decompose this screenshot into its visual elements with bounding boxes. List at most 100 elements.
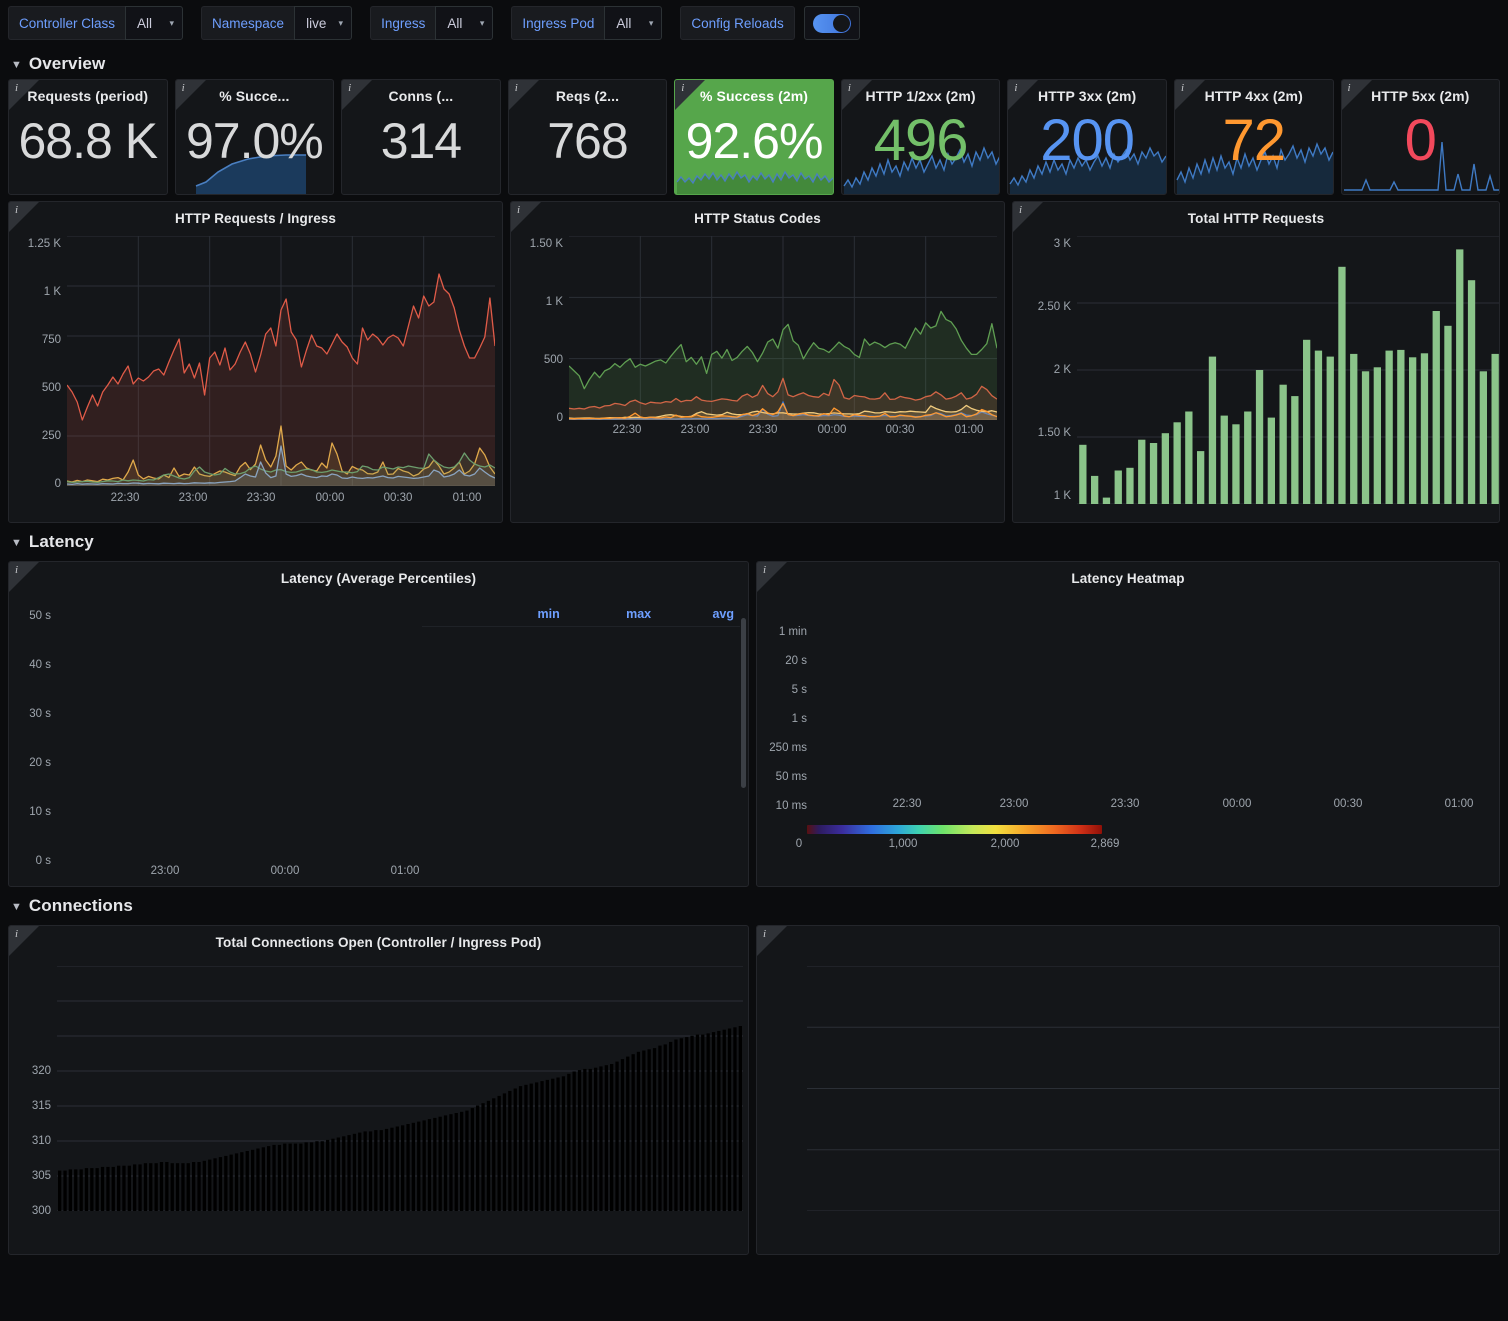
legend-col-swatch bbox=[422, 606, 452, 627]
stat-title: HTTP 5xx (2m) bbox=[1371, 88, 1470, 104]
legend-col-max[interactable]: max bbox=[626, 607, 652, 621]
info-icon[interactable]: i bbox=[15, 928, 19, 940]
section-header-overview[interactable]: ▼ Overview bbox=[0, 48, 1508, 79]
panel-http-requests-ingress[interactable]: i HTTP Requests / Ingress 1.25 K 1 K 750… bbox=[8, 201, 503, 523]
y-tick: 250 ms bbox=[769, 742, 807, 754]
variable-value-controller-class[interactable]: All ▾ bbox=[125, 6, 184, 40]
y-tick: 0 s bbox=[35, 855, 51, 867]
info-icon[interactable]: i bbox=[763, 564, 767, 576]
info-icon[interactable]: i bbox=[1180, 82, 1184, 94]
heatmap-color-scale bbox=[807, 825, 1102, 834]
variable-text-namespace: live bbox=[306, 15, 327, 31]
variable-controller-class[interactable]: Controller Class All ▾ bbox=[8, 6, 184, 40]
section-header-connections[interactable]: ▼ Connections bbox=[0, 887, 1508, 921]
line-chart-http-requests bbox=[67, 236, 495, 486]
stat-panel-conns[interactable]: i Conns (... 314 bbox=[341, 79, 501, 195]
panel-title: HTTP Status Codes bbox=[694, 211, 821, 226]
info-icon[interactable]: i bbox=[1014, 82, 1018, 94]
panel-new-connections[interactable]: i Total Connections Open (Controller / I… bbox=[8, 925, 749, 1255]
chevron-down-icon: ▾ bbox=[338, 17, 344, 28]
variable-label-config-reloads: Config Reloads bbox=[680, 6, 795, 40]
stat-panel-pct-success-period[interactable]: i % Succe... 97.0% bbox=[174, 79, 335, 195]
info-icon[interactable]: i bbox=[15, 82, 19, 94]
panel-description-corner bbox=[1341, 80, 1372, 110]
y-tick: 250 bbox=[41, 430, 61, 442]
legend-col-avg[interactable]: avg bbox=[712, 607, 734, 621]
y-tick: 5 s bbox=[791, 684, 807, 696]
x-tick: 00:00 bbox=[315, 492, 345, 504]
y-tick: 500 bbox=[543, 354, 563, 366]
variable-ingress-pod[interactable]: Ingress Pod All ▾ bbox=[511, 6, 663, 40]
info-icon[interactable]: i bbox=[1019, 204, 1023, 216]
info-icon[interactable]: i bbox=[514, 82, 518, 94]
template-variable-bar: Controller Class All ▾ Namespace live ▾ … bbox=[0, 0, 1508, 48]
panel-total-connections[interactable]: i bbox=[756, 925, 1500, 1255]
info-icon[interactable]: i bbox=[681, 82, 685, 94]
y-tick: 1 K bbox=[43, 286, 61, 298]
x-tick: 00:30 bbox=[885, 424, 915, 436]
y-tick: 1 s bbox=[791, 713, 807, 725]
info-icon[interactable]: i bbox=[15, 204, 19, 216]
x-tick: 22:30 bbox=[612, 424, 642, 436]
stat-panel-http-1-2xx[interactable]: i HTTP 1/2xx (2m) 496 bbox=[840, 79, 1001, 195]
stat-panel-http-5xx[interactable]: i HTTP 5xx (2m) 0 bbox=[1340, 79, 1501, 195]
panel-description-corner bbox=[757, 926, 787, 956]
x-tick: 23:30 bbox=[246, 492, 276, 504]
info-icon[interactable]: i bbox=[348, 82, 352, 94]
sparkline-noise bbox=[1176, 141, 1333, 194]
config-reloads-toggle[interactable] bbox=[803, 6, 860, 40]
stat-title: Reqs (2... bbox=[555, 88, 620, 104]
panel-title: Latency Heatmap bbox=[1071, 571, 1185, 586]
y-tick: 1.25 K bbox=[27, 238, 61, 250]
stat-panel-pct-success-2m[interactable]: i % Success (2m) 92.6% bbox=[674, 79, 834, 195]
stat-panel-http-4xx[interactable]: i HTTP 4xx (2m) 72 bbox=[1173, 79, 1334, 195]
latency-row: i Latency (Average Percentiles) 50 s 40 … bbox=[0, 557, 1508, 887]
overview-graph-row: i HTTP Requests / Ingress 1.25 K 1 K 750… bbox=[0, 195, 1508, 523]
legend-table-latency[interactable]: min max avg bbox=[422, 606, 740, 627]
section-header-latency[interactable]: ▼ Latency bbox=[0, 523, 1508, 557]
info-icon[interactable]: i bbox=[517, 204, 521, 216]
variable-value-ingress-pod[interactable]: All ▾ bbox=[604, 6, 663, 40]
y-tick: 10 s bbox=[29, 806, 51, 818]
y-tick: 1 K bbox=[1053, 490, 1071, 502]
area-chart-total-connections bbox=[807, 966, 1499, 1211]
variable-ingress[interactable]: Ingress All ▾ bbox=[370, 6, 494, 40]
y-axis-labels: 50 s 40 s 30 s 20 s 10 s 0 s bbox=[9, 596, 57, 867]
y-axis-labels: 320 315 310 305 300 bbox=[9, 960, 57, 1225]
stat-panel-reqs-2m[interactable]: i Reqs (2... 768 bbox=[507, 79, 668, 195]
variable-namespace[interactable]: Namespace live ▾ bbox=[201, 6, 353, 40]
legend-col-min[interactable]: min bbox=[537, 607, 560, 621]
panel-description-corner bbox=[9, 562, 39, 592]
y-tick: 500 bbox=[41, 382, 61, 394]
variable-value-ingress[interactable]: All ▾ bbox=[435, 6, 494, 40]
legend-scrollbar[interactable] bbox=[741, 618, 746, 788]
info-icon[interactable]: i bbox=[181, 82, 185, 94]
y-axis-labels: 1.50 K 1 K 500 0 bbox=[511, 236, 569, 424]
variable-label-ingress: Ingress bbox=[370, 6, 436, 40]
chevron-down-icon: ▾ bbox=[479, 17, 485, 28]
panel-title: HTTP Requests / Ingress bbox=[174, 211, 337, 226]
sparkline-rise bbox=[195, 154, 306, 194]
stat-panel-requests-period[interactable]: i Requests (period) 68.8 K bbox=[8, 79, 168, 195]
info-icon[interactable]: i bbox=[763, 928, 767, 940]
y-tick: 50 s bbox=[29, 610, 51, 622]
stat-panel-http-3xx[interactable]: i HTTP 3xx (2m) 200 bbox=[1007, 79, 1167, 195]
panel-description-corner bbox=[175, 80, 206, 110]
info-icon[interactable]: i bbox=[847, 82, 851, 94]
stat-title: Requests (period) bbox=[27, 88, 149, 104]
panel-total-http-requests[interactable]: i Total HTTP Requests 3 K 2.50 K 2 K 1.5… bbox=[1012, 201, 1500, 523]
stat-value: 97.0% bbox=[185, 113, 324, 169]
stat-title: Conns (... bbox=[388, 88, 454, 104]
x-tick: 01:00 bbox=[452, 492, 482, 504]
panel-http-status-codes[interactable]: i HTTP Status Codes 1.50 K 1 K 500 0 22:… bbox=[510, 201, 1005, 523]
panel-latency-heatmap[interactable]: i Latency Heatmap 1 min 20 s 5 s 1 s 250… bbox=[756, 561, 1500, 887]
x-tick: 01:00 bbox=[954, 424, 984, 436]
x-tick: 01:00 bbox=[390, 865, 420, 877]
y-tick: 1 K bbox=[545, 296, 563, 308]
info-icon[interactable]: i bbox=[1347, 82, 1351, 94]
panel-latency-percentiles[interactable]: i Latency (Average Percentiles) 50 s 40 … bbox=[8, 561, 749, 887]
info-icon[interactable]: i bbox=[15, 564, 19, 576]
variable-value-namespace[interactable]: live ▾ bbox=[294, 6, 353, 40]
toggle-switch-on[interactable] bbox=[812, 13, 851, 33]
y-tick: 305 bbox=[31, 1170, 51, 1182]
